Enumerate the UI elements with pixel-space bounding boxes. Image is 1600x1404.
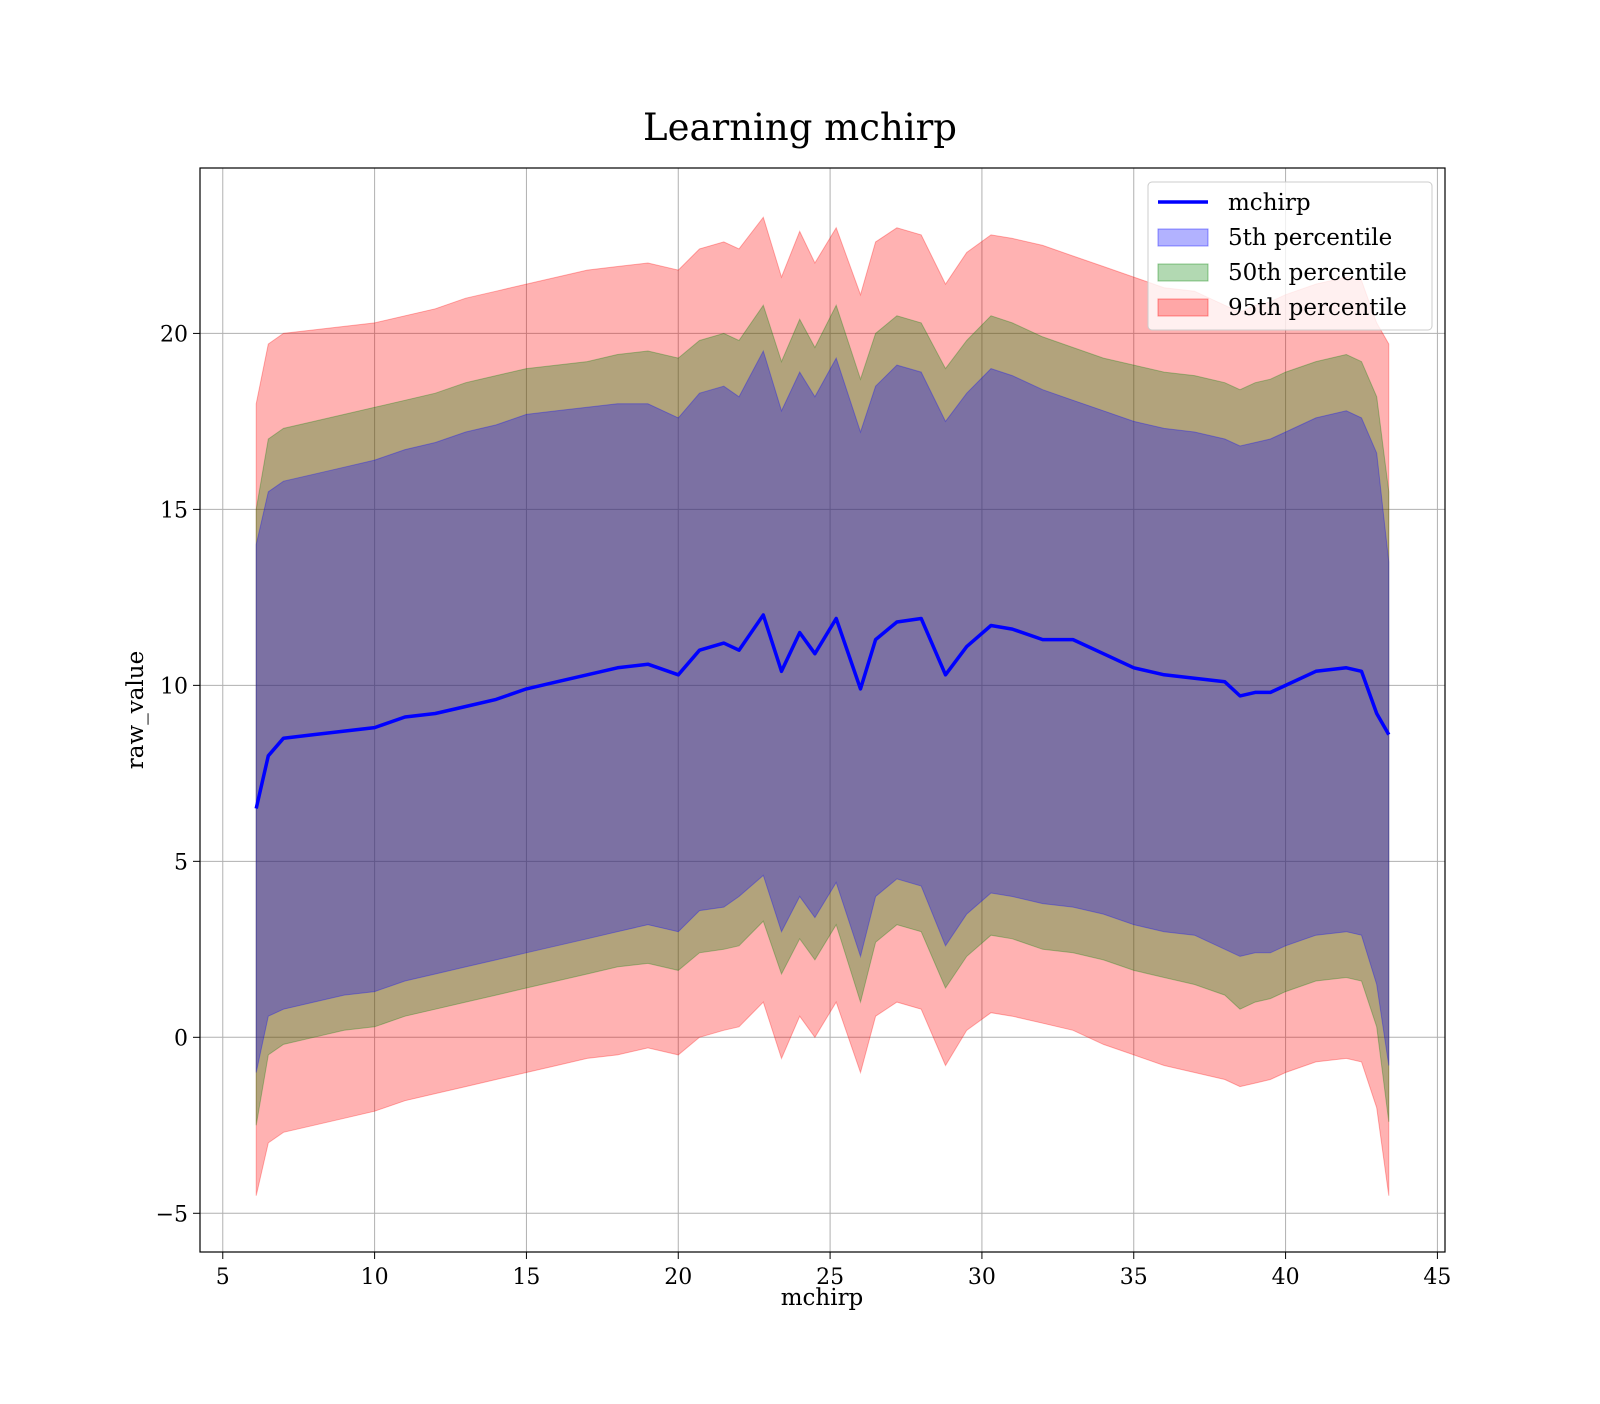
- legend-label: 5th percentile: [1228, 225, 1392, 251]
- x-tick-label: 20: [664, 1265, 692, 1290]
- legend: mchirp 5th percentile 50th percentile 95th …: [1147, 181, 1433, 331]
- x-tick-label: 25: [816, 1265, 844, 1290]
- x-tick-label: 45: [1423, 1265, 1451, 1290]
- tick-layer: 5 10 15 20 25 30 35 40 45 −5 0 5 10 15 20: [156, 322, 1452, 1290]
- chart-title: Learning mchirp: [643, 106, 957, 149]
- grid-layer: [200, 168, 1445, 1252]
- legend-swatch-band: [1157, 298, 1209, 317]
- legend-label: 50th percentile: [1228, 260, 1407, 286]
- band-95th: [255, 216, 1390, 1196]
- x-tick-label: 40: [1272, 1265, 1300, 1290]
- x-tick-label: 15: [512, 1265, 540, 1290]
- legend-swatch-band: [1157, 263, 1209, 282]
- legend-swatch-band: [1157, 228, 1209, 247]
- band-layer: [255, 216, 1390, 1196]
- band-50th: [255, 303, 1390, 1126]
- line-layer: [254, 613, 1391, 809]
- legend-label: mchirp: [1228, 190, 1311, 216]
- series-line-mchirp: [254, 613, 1391, 809]
- y-tick-label: −5: [156, 1202, 188, 1227]
- y-tick-label: 15: [160, 498, 188, 523]
- plot-frame: [199, 167, 1446, 1253]
- x-axis-label: mchirp: [781, 1285, 864, 1311]
- legend-box: [1147, 181, 1433, 331]
- y-tick-label: 20: [160, 322, 188, 347]
- x-tick-label: 5: [216, 1265, 230, 1290]
- band-5th: [255, 349, 1390, 1073]
- x-tick-label: 30: [968, 1265, 996, 1290]
- y-tick-label: 10: [160, 674, 188, 699]
- y-tick-label: 0: [174, 1026, 188, 1051]
- legend-label: 95th percentile: [1228, 295, 1407, 321]
- x-tick-label: 35: [1120, 1265, 1148, 1290]
- y-tick-label: 5: [174, 850, 188, 875]
- x-tick-label: 10: [361, 1265, 389, 1290]
- y-axis-label: raw_value: [123, 651, 149, 769]
